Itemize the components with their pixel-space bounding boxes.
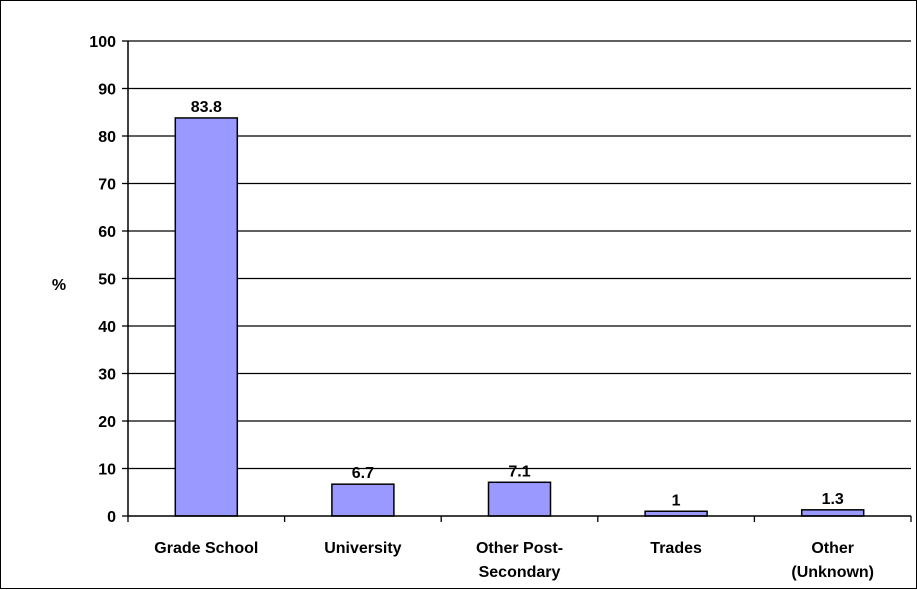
x-tick-label: Grade School (154, 540, 258, 557)
bar (800, 509, 865, 517)
data-labels: 83.8 6.7 7.1 1 1.3 (191, 99, 844, 509)
x-tick-label: Other Post- (476, 540, 563, 557)
y-tick-labels: 0 10 20 30 40 50 60 70 80 90 100 (89, 34, 116, 526)
bar (174, 117, 239, 517)
y-tick-label: 40 (98, 319, 116, 336)
y-tick-label: 80 (98, 129, 116, 146)
x-tick-label: Other (811, 540, 854, 557)
x-tick-label: (Unknown) (791, 564, 874, 581)
y-tick-label: 30 (98, 367, 116, 384)
x-tick-labels: Grade School University Other Post- Seconda… (154, 540, 874, 581)
y-tick-label: 60 (98, 224, 116, 241)
bar (487, 481, 552, 517)
x-tick-label: University (324, 540, 401, 557)
data-label: 6.7 (352, 465, 374, 482)
y-tick-label: 70 (98, 177, 116, 194)
y-tick-label: 100 (89, 34, 116, 51)
bars (174, 117, 865, 517)
data-label: 83.8 (191, 99, 222, 116)
x-tick-label: Secondary (479, 564, 561, 581)
data-label: 1.3 (822, 491, 844, 508)
y-tick-label: 0 (107, 509, 116, 526)
y-axis-label: % (52, 277, 66, 294)
y-tick-label: 10 (98, 462, 116, 479)
data-label: 1 (672, 492, 681, 509)
y-tick-label: 50 (98, 272, 116, 289)
gridlines (128, 40, 911, 470)
bar (331, 483, 395, 517)
x-tick-label: Trades (650, 540, 702, 557)
y-tick-label: 90 (98, 82, 116, 99)
axes (122, 40, 912, 522)
data-label: 7.1 (508, 463, 530, 480)
y-tick-label: 20 (98, 414, 116, 431)
